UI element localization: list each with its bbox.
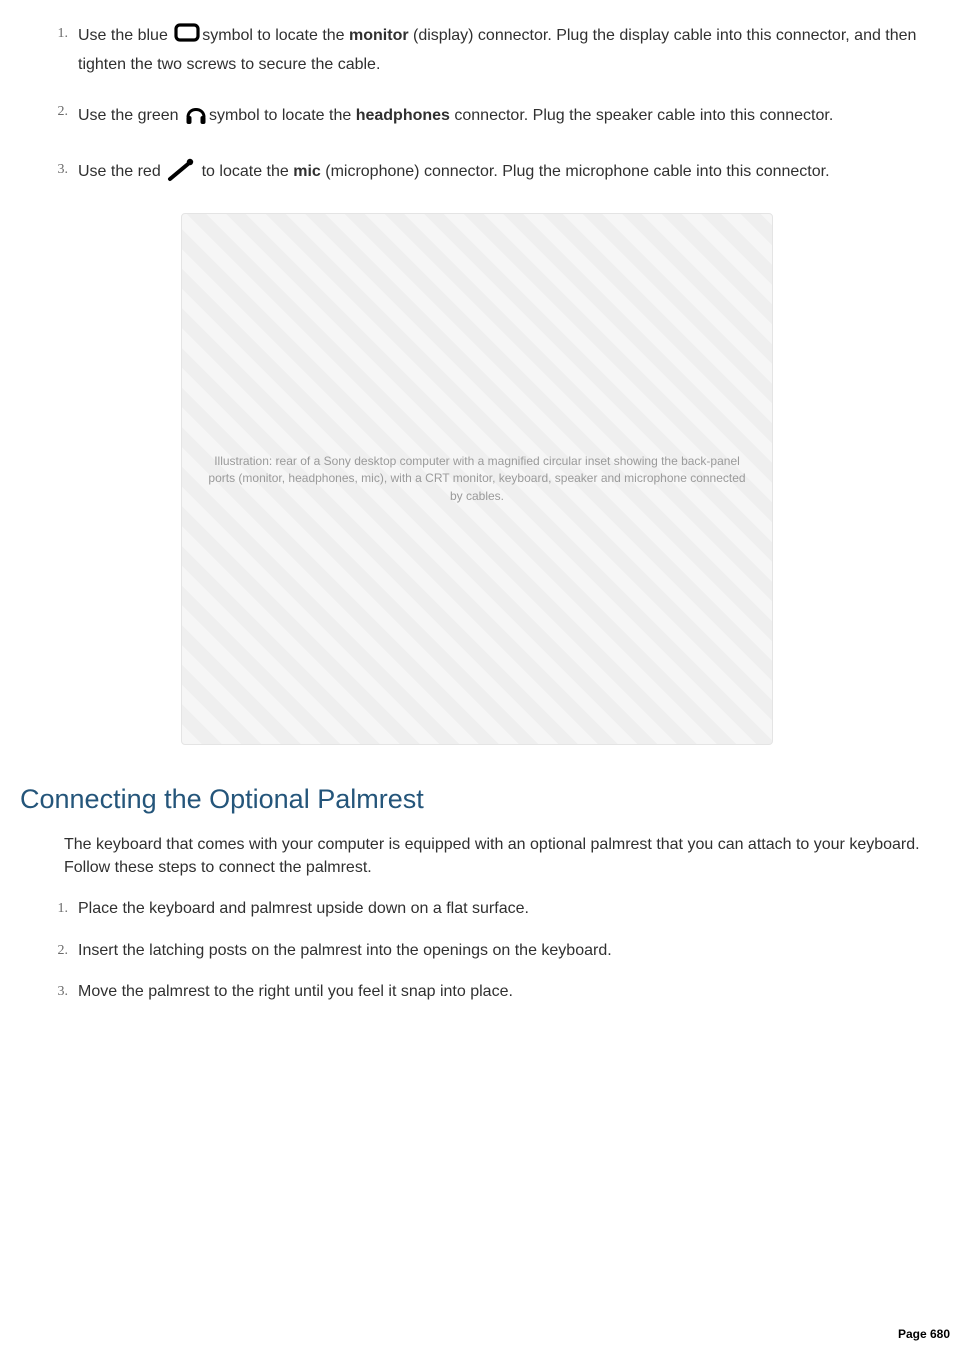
headphones-icon	[185, 100, 207, 133]
text-fragment: (microphone) connector. Plug the microph…	[321, 163, 830, 180]
text-fragment: Use the blue	[78, 27, 172, 44]
bold-term: mic	[293, 163, 321, 180]
list-number: 1.	[42, 899, 68, 919]
monitor-icon	[174, 22, 200, 53]
list-number: 2.	[42, 941, 68, 961]
step-text: Move the palmrest to the right until you…	[78, 983, 513, 1000]
list-number: 3.	[42, 160, 68, 180]
list-item: 2. Insert the latching posts on the palm…	[78, 939, 940, 962]
list-number: 2.	[42, 102, 68, 122]
text-fragment: connector. Plug the speaker cable into t…	[450, 107, 833, 124]
step-text: Place the keyboard and palmrest upside d…	[78, 900, 529, 917]
list-number: 1.	[42, 24, 68, 44]
list-number: 3.	[42, 982, 68, 1002]
palmrest-steps-list: 1. Place the keyboard and palmrest upsid…	[14, 897, 940, 1003]
connector-steps-list: 1. Use the blue symbol to locate the mon…	[14, 22, 940, 189]
list-item: 1. Place the keyboard and palmrest upsid…	[78, 897, 940, 920]
mic-icon	[167, 158, 195, 189]
text-fragment: symbol to locate the	[202, 27, 349, 44]
list-item: 3. Use the red to locate the mic (microp…	[78, 158, 940, 189]
bold-term: monitor	[349, 27, 409, 44]
bold-term: headphones	[356, 107, 450, 124]
text-fragment: Use the green	[78, 107, 183, 124]
text-fragment: Use the red	[78, 163, 165, 180]
section-intro: The keyboard that comes with your comput…	[64, 833, 940, 879]
list-item: 1. Use the blue symbol to locate the mon…	[78, 22, 940, 76]
text-fragment: to locate the	[197, 163, 293, 180]
section-heading: Connecting the Optional Palmrest	[14, 780, 940, 819]
page: 1. Use the blue symbol to locate the mon…	[0, 0, 954, 1351]
text-fragment: symbol to locate the	[209, 107, 356, 124]
figure-connectors-illustration: Illustration: rear of a Sony desktop com…	[14, 213, 940, 752]
figure-alt-text: Illustration: rear of a Sony desktop com…	[182, 453, 772, 505]
figure-placeholder: Illustration: rear of a Sony desktop com…	[181, 213, 773, 745]
list-item: 2. Use the green symbol to locate the he…	[78, 100, 940, 133]
list-item: 3. Move the palmrest to the right until …	[78, 980, 940, 1003]
step-text: Insert the latching posts on the palmres…	[78, 942, 612, 959]
page-number: Page 680	[898, 1326, 954, 1343]
